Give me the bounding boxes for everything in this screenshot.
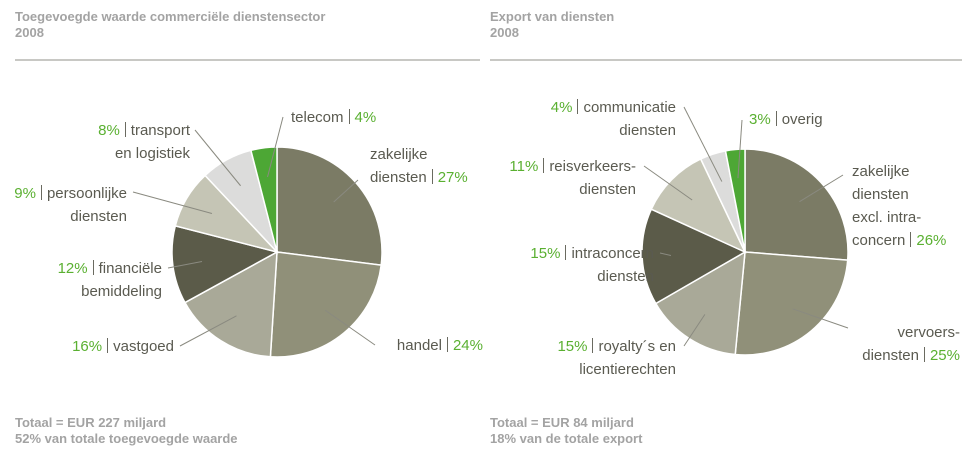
pie-slice: [724, 148, 746, 253]
leader-line: [683, 106, 723, 182]
value-label: 4%: [550, 99, 573, 116]
category-label: zakelijke diensten excl. intra- concern: [852, 163, 922, 249]
category-label: vastgoed: [113, 338, 174, 355]
category-label: royalty´s en licentierechten: [579, 338, 676, 378]
category-label: intraconcern diensten: [571, 245, 654, 285]
category-label: zakelijke diensten: [370, 146, 428, 186]
pie-slice: [641, 208, 747, 305]
separator: [348, 109, 350, 124]
leader-line: [737, 119, 743, 179]
value-label: 8%: [98, 122, 120, 139]
leader-line: [132, 191, 213, 214]
pie-slice: [171, 224, 280, 304]
category-label: overig: [781, 111, 823, 128]
chart-footer: Totaal = EUR 227 miljard 52% van totale t…: [15, 415, 238, 447]
separator: [107, 338, 109, 353]
footer-line: Totaal = EUR 84 miljard: [490, 415, 634, 430]
footer-line: 18% van de totale export: [490, 431, 643, 446]
category-label: communicatie diensten: [583, 99, 676, 139]
chart-title: Export van diensten: [490, 9, 615, 24]
slice-label: 12% financiële bemiddeling: [58, 257, 162, 303]
slice-label: 8% transport en logistiek: [98, 119, 190, 165]
chart-header: Toegevoegde waarde commerciële dienstens…: [15, 9, 325, 41]
category-label: financiële bemiddeling: [81, 260, 162, 300]
leader-line: [643, 165, 693, 201]
value-label: 11%: [509, 158, 539, 175]
slice-label: 15% royalty´s en licentierechten: [557, 335, 676, 381]
value-label: 4%: [354, 109, 377, 126]
slice-label: 3% overig: [749, 108, 823, 131]
slice-label: 15% intraconcern diensten: [530, 242, 654, 288]
separator: [923, 347, 925, 362]
separator: [543, 158, 545, 173]
leader-line: [324, 309, 376, 346]
chart-header: Export van diensten 2008: [490, 9, 614, 41]
value-label: 9%: [14, 185, 36, 202]
chart-title: Toegevoegde waarde commerciële dienstens…: [15, 9, 326, 24]
slice-label: 16% vastgoed: [72, 335, 174, 358]
value-label: 25%: [929, 347, 960, 364]
pie-slice: [269, 251, 383, 358]
slice-label: 9% persoonlijke diensten: [14, 182, 127, 228]
leader-line: [792, 308, 849, 329]
leader-line: [683, 314, 706, 347]
separator: [592, 338, 594, 353]
leader-line: [799, 174, 844, 203]
slice-label: zakelijke diensten 27%: [370, 143, 468, 189]
leader-line: [194, 129, 241, 187]
slice-label: 4% communicatie diensten: [551, 96, 676, 142]
value-label: 15%: [557, 338, 588, 355]
category-label: telecom: [291, 109, 344, 126]
slice-label: zakelijke diensten excl. intra- concern 2…: [852, 160, 946, 252]
value-label: 15%: [530, 245, 561, 262]
pie-slice: [249, 146, 278, 253]
value-label: 12%: [57, 260, 88, 277]
separator: [124, 122, 126, 137]
separator: [431, 169, 433, 184]
category-label: transport en logistiek: [114, 122, 190, 162]
category-label: reisverkeers- diensten: [549, 158, 636, 198]
footer-line: 52% van totale toegevoegde waarde: [15, 431, 238, 446]
leader-line: [179, 315, 237, 347]
separator: [775, 111, 777, 126]
footer-line: Totaal = EUR 227 miljard: [15, 415, 167, 430]
leader-line: [659, 252, 672, 257]
leader-line: [333, 179, 359, 203]
leader-line: [267, 116, 284, 178]
category-label: handel: [396, 337, 442, 354]
separator: [565, 245, 567, 260]
value-label: 27%: [437, 169, 468, 186]
pie-slice: [650, 157, 747, 254]
pie-slice: [734, 251, 849, 356]
leader-line: [167, 260, 203, 269]
chart-footer: Totaal = EUR 84 miljard 18% van de totale…: [490, 415, 642, 447]
slice-label: 11% reisverkeers- diensten: [509, 155, 636, 201]
value-label: 16%: [72, 338, 103, 355]
separator: [446, 337, 448, 352]
pie-slice: [276, 146, 383, 266]
value-label: 26%: [916, 232, 947, 249]
slice-label: telecom 4%: [291, 106, 376, 129]
value-label: 3%: [749, 111, 771, 128]
category-label: vervoers- diensten: [862, 324, 960, 364]
slice-label: vervoers- diensten 25%: [862, 321, 960, 367]
slice-label: handel 24%: [397, 334, 483, 357]
separator: [40, 185, 42, 200]
pie-slice: [744, 148, 849, 261]
separator: [92, 260, 94, 275]
chart-subtitle: 2008: [15, 25, 44, 40]
category-label: persoonlijke diensten: [46, 185, 127, 225]
chart-subtitle: 2008: [490, 25, 519, 40]
separator: [577, 99, 579, 114]
value-label: 24%: [452, 337, 483, 354]
separator: [910, 232, 912, 247]
